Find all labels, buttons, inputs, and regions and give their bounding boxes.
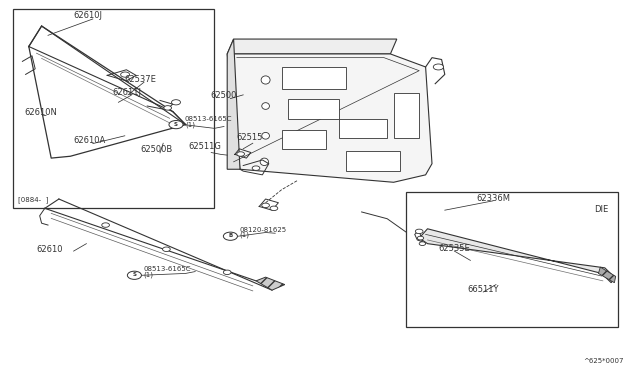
Circle shape [223,232,237,240]
Circle shape [237,152,244,156]
Text: 62336M: 62336M [477,194,511,203]
Text: 62500B: 62500B [141,145,173,154]
Circle shape [163,247,170,251]
Circle shape [419,242,426,246]
Circle shape [164,106,172,110]
Text: 08513-6165C: 08513-6165C [143,266,191,272]
Bar [346,151,400,171]
Text: 62535E: 62535E [438,244,470,253]
Text: 62611J: 62611J [112,88,141,97]
Polygon shape [598,267,616,283]
Bar [282,67,346,89]
Bar [288,99,339,119]
Text: 62537E: 62537E [125,75,157,84]
Text: 62500: 62500 [210,92,236,100]
Ellipse shape [262,132,269,139]
Ellipse shape [261,76,270,84]
Ellipse shape [260,158,269,166]
Text: 66511Y: 66511Y [467,285,499,294]
Text: (1): (1) [239,232,250,238]
Circle shape [262,203,269,208]
Circle shape [102,223,109,227]
Text: 08513-6165C: 08513-6165C [185,116,232,122]
Text: S: S [174,122,178,127]
Text: DIE: DIE [594,205,608,214]
Text: S: S [132,272,136,278]
Circle shape [223,270,231,275]
Polygon shape [256,277,285,290]
Circle shape [169,121,183,129]
Circle shape [127,271,141,279]
Text: [0884-  ]: [0884- ] [18,197,48,203]
Circle shape [415,229,423,234]
Polygon shape [227,39,240,169]
Circle shape [172,100,180,105]
Circle shape [417,236,424,240]
Circle shape [120,72,129,77]
Bar [394,93,419,138]
Polygon shape [227,39,397,54]
Ellipse shape [262,103,269,109]
Bar [282,130,326,149]
Text: 62610A: 62610A [74,136,106,145]
Text: 62610N: 62610N [24,108,57,117]
Text: B: B [228,233,232,238]
Circle shape [270,206,278,211]
Text: 08120-81625: 08120-81625 [239,227,287,232]
Polygon shape [419,229,614,283]
Circle shape [252,166,260,170]
Circle shape [433,64,444,70]
Text: ^625*0007: ^625*0007 [584,358,624,364]
Text: 62610: 62610 [36,245,63,254]
Text: 62511G: 62511G [189,142,221,151]
Text: (1): (1) [185,122,195,128]
Polygon shape [227,54,432,182]
Bar [406,192,618,327]
Bar [13,9,214,208]
Text: (1): (1) [143,272,154,278]
Text: 62515: 62515 [237,133,263,142]
Text: 62610J: 62610J [74,12,102,20]
Bar [339,119,387,138]
